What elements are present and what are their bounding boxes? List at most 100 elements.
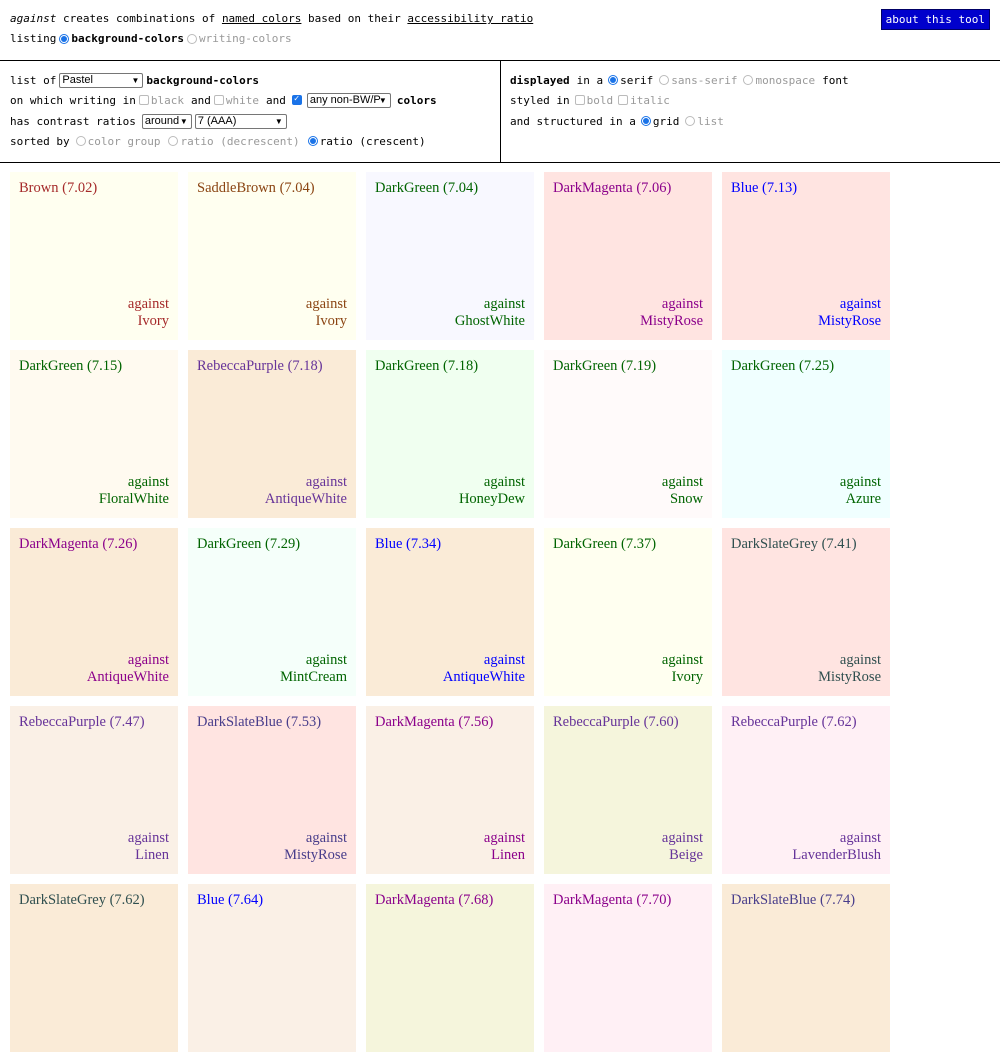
- card-title: DarkGreen (7.04): [375, 180, 478, 197]
- card-bg-name: Snow: [669, 491, 703, 507]
- card-fg-name: DarkSlateBlue: [731, 892, 817, 908]
- named-colors-link[interactable]: named colors: [221, 12, 302, 25]
- color-card: RebeccaPurple (7.62) against LavenderBlush: [722, 706, 890, 874]
- nonbw-checkbox[interactable]: [291, 94, 302, 105]
- font-sans-label[interactable]: sans-serif: [671, 73, 738, 87]
- color-card: RebeccaPurple (7.60) against Beige: [544, 706, 712, 874]
- card-title: DarkMagenta (7.70): [553, 892, 671, 909]
- card-title: SaddleBrown (7.04): [197, 180, 315, 197]
- sort-crescent-radio[interactable]: [307, 136, 318, 146]
- listing-background-radio[interactable]: [59, 33, 70, 44]
- styled-label: styled in: [510, 93, 570, 107]
- italic-label: italic: [630, 93, 670, 107]
- font-mono-radio[interactable]: [743, 75, 754, 85]
- card-fg-name: DarkGreen: [375, 180, 440, 196]
- card-fg-name: DarkGreen: [553, 536, 618, 552]
- intro-part-1: creates combinations of: [56, 12, 222, 25]
- struct-grid-label[interactable]: grid: [652, 114, 680, 128]
- card-ratio: (7.53): [286, 714, 322, 730]
- bold-checkbox[interactable]: [574, 95, 585, 105]
- and-label-2: and: [265, 93, 286, 107]
- color-card: Brown (7.02) against Ivory: [10, 172, 178, 340]
- card-bg-name: Beige: [669, 847, 703, 863]
- contrast-row: has contrast ratios around ▼ 7 (AAA) ▼: [10, 112, 290, 130]
- around-select[interactable]: around ▼: [141, 113, 192, 129]
- card-title: Blue (7.64): [197, 892, 263, 909]
- card-bg-name: Ivory: [671, 669, 703, 685]
- accessibility-ratio-link[interactable]: accessibility ratio: [407, 12, 534, 25]
- struct-list-label[interactable]: list: [697, 114, 724, 128]
- struct-grid-radio[interactable]: [640, 116, 651, 126]
- colors-label: colors: [396, 93, 437, 107]
- sort-decrescent-radio[interactable]: [168, 136, 179, 146]
- listing-background-label[interactable]: background-colors: [71, 32, 184, 45]
- card-fg-name: DarkGreen: [553, 358, 618, 374]
- controls-panel: list of Pastel ▼ background-colors on whi…: [0, 61, 1000, 163]
- font-mono-label[interactable]: monospace: [755, 73, 816, 87]
- color-card: DarkMagenta (7.70): [544, 884, 712, 1052]
- card-ratio: (7.37): [621, 536, 657, 552]
- font-serif-radio[interactable]: [608, 75, 619, 85]
- sort-group-radio[interactable]: [75, 136, 86, 146]
- card-fg-name: RebeccaPurple: [731, 714, 818, 730]
- nonbw-select[interactable]: any non-BW/P ▼: [306, 92, 391, 108]
- card-ratio: (7.62): [821, 714, 857, 730]
- card-ratio: (7.18): [443, 358, 479, 374]
- card-bg-name: Linen: [491, 847, 525, 863]
- font-label: font: [822, 73, 849, 87]
- card-against-label: against: [127, 296, 169, 312]
- sort-group-label[interactable]: color group: [87, 134, 161, 148]
- in-a-label: in a: [576, 73, 604, 87]
- card-title: DarkMagenta (7.68): [375, 892, 493, 909]
- card-against-label: against: [483, 652, 525, 668]
- color-card: DarkGreen (7.37) against Ivory: [544, 528, 712, 696]
- card-fg-name: DarkGreen: [731, 358, 796, 374]
- card-fg-name: DarkMagenta: [19, 536, 99, 552]
- card-ratio: (7.02): [62, 180, 98, 196]
- white-label: white: [225, 93, 259, 107]
- card-ratio: (7.29): [265, 536, 301, 552]
- card-against-label: against: [483, 296, 525, 312]
- white-checkbox[interactable]: [213, 95, 224, 105]
- contrast-label: has contrast ratios: [10, 114, 136, 128]
- card-ratio: (7.68): [458, 892, 494, 908]
- card-against-label: against: [483, 830, 525, 846]
- displayed-label: displayed: [510, 73, 570, 87]
- italic-checkbox[interactable]: [618, 95, 629, 105]
- color-card: DarkSlateGrey (7.41) against MistyRose: [722, 528, 890, 696]
- card-against-label: against: [839, 830, 881, 846]
- listing-row: listing background-colors writing-colors: [10, 32, 292, 45]
- struct-list-radio[interactable]: [685, 116, 696, 126]
- card-ratio: (7.56): [458, 714, 494, 730]
- card-against-label: against: [305, 296, 347, 312]
- card-against-label: against: [839, 296, 881, 312]
- structured-label: and structured in a: [510, 114, 636, 128]
- palette-select[interactable]: Pastel ▼: [59, 72, 144, 88]
- card-title: RebeccaPurple (7.18): [197, 358, 323, 375]
- color-card: DarkMagenta (7.06) against MistyRose: [544, 172, 712, 340]
- font-serif-label[interactable]: serif: [620, 73, 654, 87]
- color-card: DarkSlateGrey (7.62): [10, 884, 178, 1052]
- listing-label: listing: [10, 32, 57, 45]
- card-ratio: (7.62): [109, 892, 145, 908]
- around-select-value: around: [144, 114, 180, 127]
- color-card: RebeccaPurple (7.18) against AntiqueWhite: [188, 350, 356, 518]
- black-checkbox[interactable]: [138, 95, 149, 105]
- color-card: Blue (7.64): [188, 884, 356, 1052]
- about-button[interactable]: about this tool: [880, 9, 990, 30]
- card-fg-name: Blue: [375, 536, 403, 552]
- card-fg-name: DarkSlateGrey: [19, 892, 106, 908]
- chevron-down-icon: ▼: [179, 116, 188, 126]
- font-sans-radio[interactable]: [659, 75, 670, 85]
- listing-writing-radio[interactable]: [186, 33, 197, 44]
- card-title: DarkGreen (7.29): [197, 536, 300, 553]
- listing-writing-label[interactable]: writing-colors: [198, 32, 292, 45]
- card-bg-name: HoneyDew: [458, 491, 525, 507]
- writing-label: on which writing in: [10, 93, 136, 107]
- ratio-select[interactable]: 7 (AAA) ▼: [194, 113, 287, 129]
- sort-crescent-label[interactable]: ratio (crescent): [319, 134, 426, 148]
- card-title: RebeccaPurple (7.60): [553, 714, 679, 731]
- card-against-label: against: [305, 474, 347, 490]
- sort-decrescent-label[interactable]: ratio (decrescent): [180, 134, 300, 148]
- controls-divider: [500, 61, 501, 162]
